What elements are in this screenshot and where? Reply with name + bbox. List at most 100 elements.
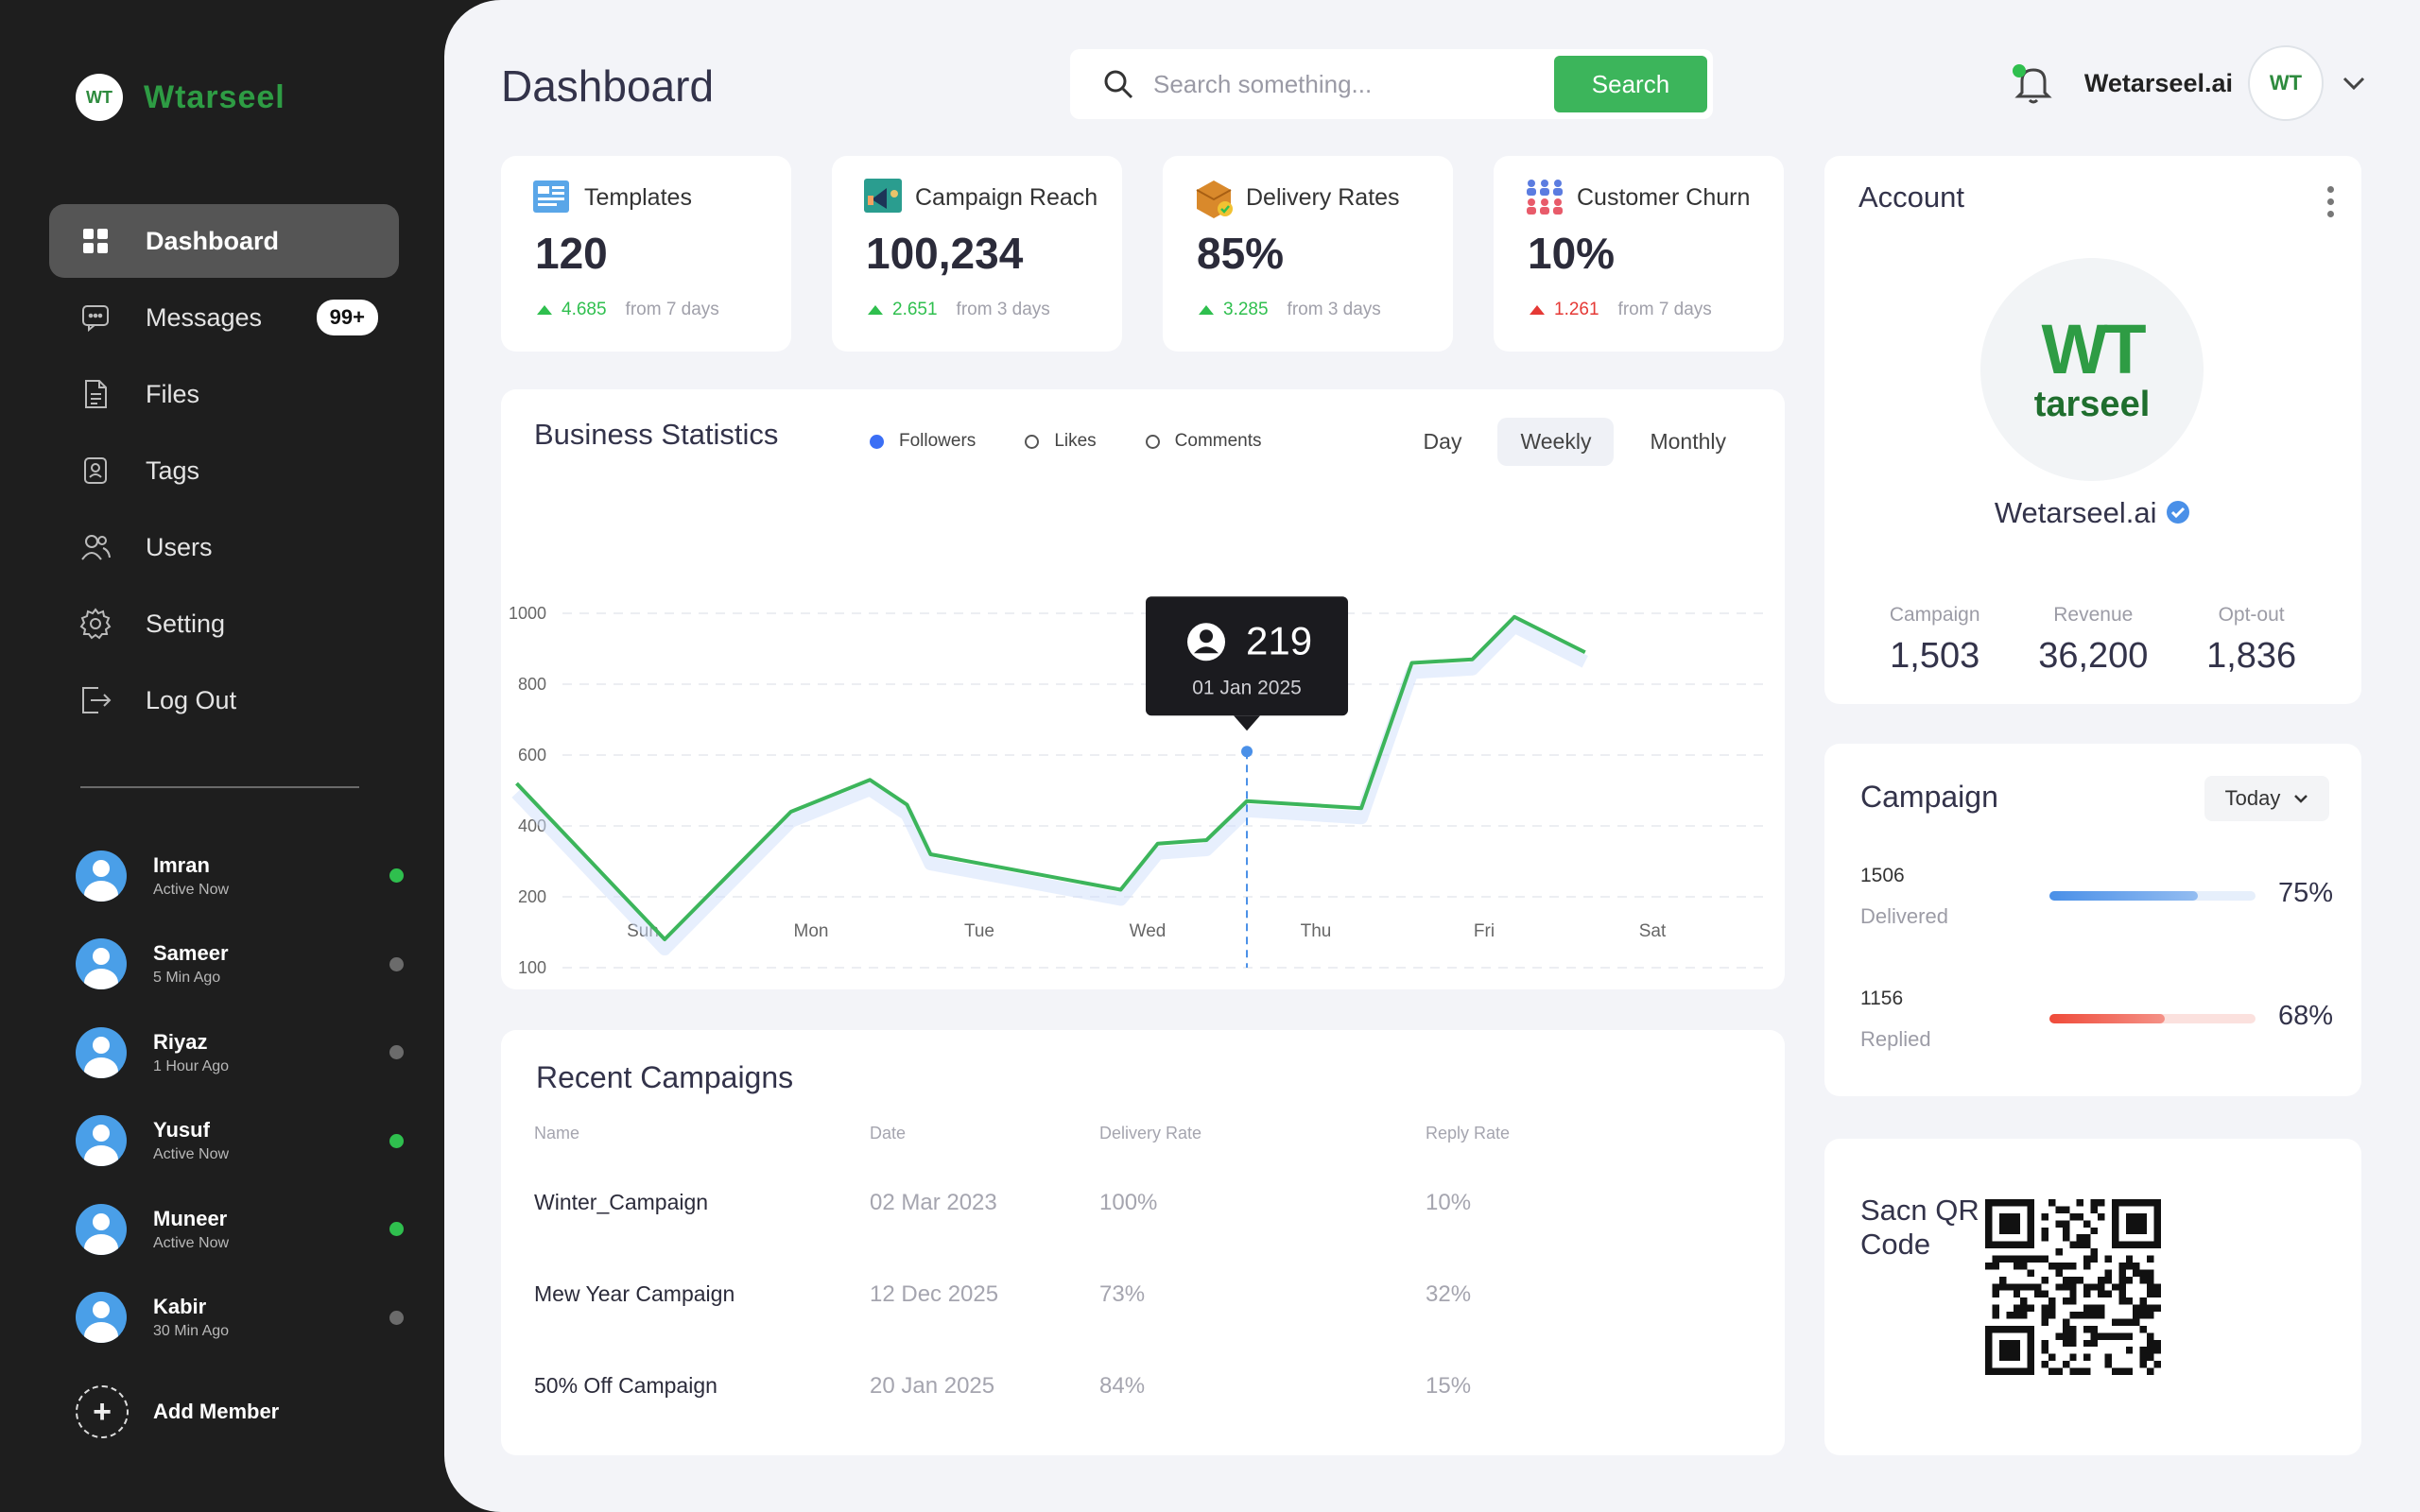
- qr-module: [2098, 1212, 2105, 1221]
- qr-module: [2104, 1332, 2112, 1340]
- qr-module: [2069, 1339, 2077, 1348]
- delta-period: from 3 days: [956, 300, 1050, 319]
- member-status: Active Now: [153, 1234, 230, 1251]
- campaign-count: 1506: [1860, 865, 1905, 886]
- qr-module: [2020, 1304, 2028, 1313]
- qr-module: [2041, 1304, 2048, 1313]
- stat-card-customer-churn[interactable]: Customer Churn 10% 1.261 from 7 days: [1494, 156, 1784, 352]
- qr-module: [2062, 1297, 2070, 1305]
- stat-label: Campaign Reach: [915, 184, 1098, 211]
- qr-module: [2139, 1325, 2148, 1333]
- progress-fill: [2049, 1014, 2166, 1023]
- delta-value: 2.651: [892, 300, 938, 319]
- sidebar-item-users[interactable]: Users: [49, 510, 399, 584]
- sidebar-item-dashboard[interactable]: Dashboard: [49, 204, 399, 278]
- user-avatar-icon: [76, 850, 127, 902]
- table-row[interactable]: Winter_Campaign 02 Mar 2023 100% 10%: [501, 1157, 1785, 1248]
- sidebar-item-tags[interactable]: Tags: [49, 434, 399, 507]
- qr-module: [2104, 1290, 2112, 1298]
- qr-module: [2027, 1283, 2035, 1291]
- qr-module: [1992, 1312, 1999, 1319]
- sidebar-item-messages[interactable]: Messages 99+: [49, 281, 399, 354]
- table-row[interactable]: Mew Year Campaign 12 Dec 2025 73% 32%: [501, 1248, 1785, 1340]
- user-avatar-icon: [76, 938, 127, 990]
- sidebar-item-label: Dashboard: [146, 226, 280, 255]
- period-weekly[interactable]: Weekly: [1497, 418, 1615, 466]
- qr-module: [2020, 1312, 2028, 1319]
- sidebar-item-files[interactable]: Files: [49, 357, 399, 431]
- campaigns-table: Name Date Delivery Rate Reply Rate Winte…: [501, 1109, 1785, 1432]
- qr-module: [2098, 1332, 2105, 1340]
- search-button[interactable]: Search: [1554, 56, 1707, 112]
- qr-module: [2062, 1276, 2070, 1284]
- period-monthly[interactable]: Monthly: [1650, 429, 1726, 454]
- sidebar-divider: [80, 786, 359, 788]
- qr-module: [2027, 1304, 2035, 1313]
- chevron-down-icon[interactable]: [2341, 74, 2367, 93]
- qr-module: [2147, 1255, 2154, 1263]
- qr-module: [2118, 1290, 2126, 1298]
- qr-module: [2020, 1255, 2028, 1263]
- legend-comments[interactable]: Comments: [1145, 431, 1262, 452]
- brand[interactable]: WT Wtarseel: [76, 74, 285, 121]
- stat-card-delivery-rates[interactable]: Delivery Rates 85% 3.285 from 3 days: [1163, 156, 1453, 352]
- package-icon: [1193, 177, 1233, 218]
- campaign-row-delivered: 1506 Delivered 75%: [1860, 865, 2333, 929]
- qr-module: [2139, 1347, 2148, 1354]
- qr-module: [2083, 1255, 2091, 1263]
- qr-module: [2062, 1227, 2070, 1235]
- qr-module: [2048, 1353, 2056, 1362]
- more-options-icon[interactable]: [2327, 186, 2335, 223]
- user-avatar[interactable]: WT: [2248, 45, 2324, 121]
- qr-module: [2090, 1227, 2099, 1235]
- account-logo: WT tarseel: [1980, 258, 2204, 481]
- notification-bell[interactable]: [2011, 60, 2056, 106]
- qr-module: [2048, 1304, 2056, 1313]
- period-day[interactable]: Day: [1423, 429, 1462, 454]
- member-item[interactable]: Sameer 5 Min Ago: [76, 920, 411, 1009]
- campaign-delivery-rate: 100%: [1099, 1189, 1158, 1215]
- online-status-dot: [389, 1133, 404, 1148]
- qr-module: [2153, 1339, 2161, 1348]
- campaign-name: Mew Year Campaign: [534, 1281, 735, 1306]
- member-item[interactable]: Riyaz 1 Hour Ago: [76, 1008, 411, 1097]
- sidebar-item-setting[interactable]: Setting: [49, 587, 399, 661]
- member-item[interactable]: Yusuf Active Now: [76, 1097, 411, 1186]
- qr-module: [2062, 1234, 2070, 1242]
- qr-module: [1985, 1262, 1993, 1270]
- legend-followers[interactable]: Followers: [870, 431, 976, 452]
- campaign-name: 50% Off Campaign: [534, 1373, 717, 1398]
- gear-icon: [79, 608, 112, 640]
- campaign-filter-dropdown[interactable]: Today: [2204, 776, 2329, 821]
- progress-track: [2049, 891, 2256, 901]
- x-tick-label: Sat: [1639, 921, 1667, 941]
- legend-likes[interactable]: Likes: [1025, 431, 1097, 452]
- qr-module: [2104, 1276, 2112, 1284]
- add-member-button[interactable]: + Add Member: [76, 1385, 279, 1438]
- qr-module: [2111, 1367, 2119, 1375]
- qr-module: [2090, 1325, 2099, 1333]
- table-row[interactable]: 50% Off Campaign 20 Jan 2025 84% 15%: [501, 1340, 1785, 1432]
- messages-count-badge: 99+: [316, 300, 378, 335]
- sidebar-item-logout[interactable]: Log Out: [49, 663, 399, 737]
- member-item[interactable]: Muneer Active Now: [76, 1185, 411, 1274]
- campaign-reply-rate: 15%: [1426, 1372, 1472, 1399]
- templates-icon: [531, 177, 571, 216]
- search-input[interactable]: [1153, 69, 1554, 99]
- qr-module: [2055, 1248, 2063, 1256]
- qr-module: [2076, 1234, 2084, 1242]
- offline-status-dot: [389, 1045, 404, 1060]
- search-icon: [1104, 70, 1133, 99]
- member-item[interactable]: Imran Active Now: [76, 832, 411, 920]
- qr-module: [2090, 1339, 2099, 1348]
- qr-module: [2083, 1367, 2091, 1375]
- stat-card-templates[interactable]: Templates 120 4.685 from 7 days: [501, 156, 791, 352]
- qr-title: Sacn QR Code: [1860, 1194, 1979, 1261]
- qr-module: [2020, 1297, 2028, 1305]
- member-item[interactable]: Kabir 30 Min Ago: [76, 1274, 411, 1363]
- user-name[interactable]: Wetarseel.ai: [2083, 68, 2233, 97]
- stat-card-campaign-reach[interactable]: Campaign Reach 100,234 2.651 from 3 days: [832, 156, 1122, 352]
- qr-module: [2111, 1332, 2119, 1340]
- qr-code-image[interactable]: [1985, 1199, 2161, 1375]
- account-stat-revenue: Revenue 36,200: [2038, 604, 2148, 677]
